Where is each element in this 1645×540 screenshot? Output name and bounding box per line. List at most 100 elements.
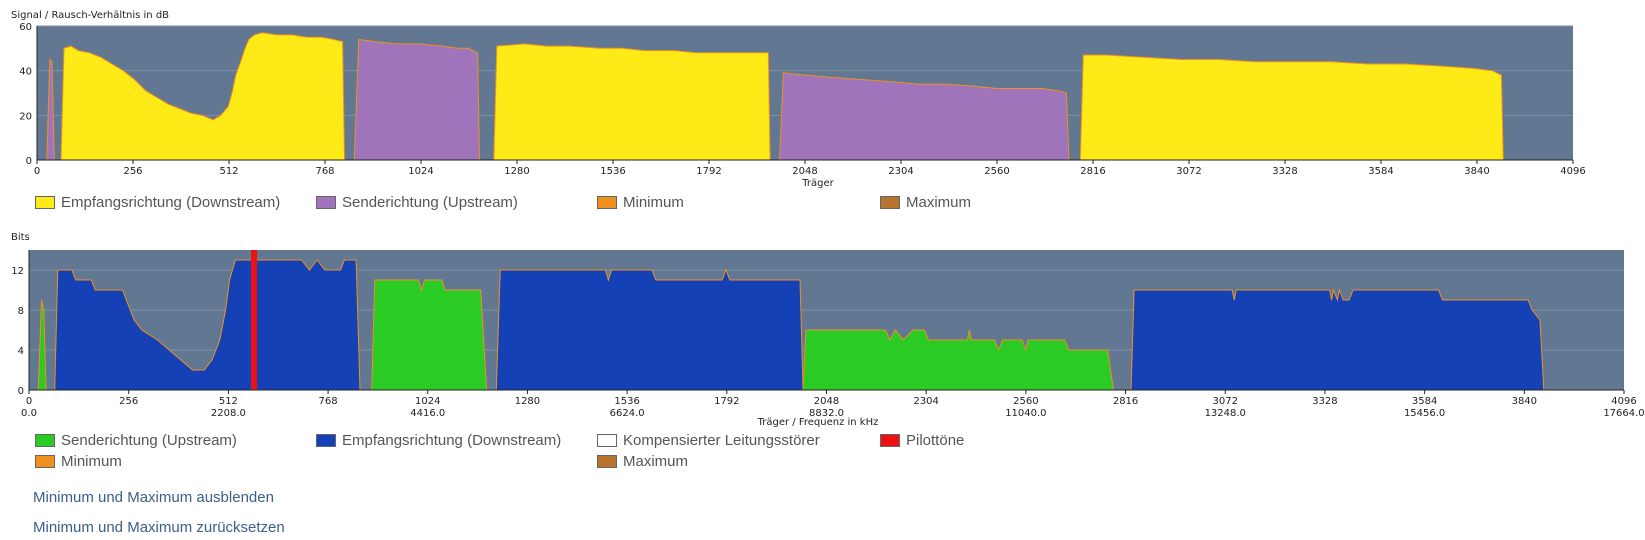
legend-swatch (597, 455, 617, 468)
snr-series-1-area-1 (353, 38, 481, 161)
legend-bits-maximum: Maximum (597, 453, 688, 470)
legend-label: Senderichtung (Upstream) (342, 194, 518, 211)
snr-chart: 0 20 40 60 0 256 512 768 1024 1280 1536 1792 2048 230… (19, 22, 1585, 177)
bits-x-tick-khz-label: 8832.0 (809, 408, 844, 419)
snr-x-tick-label: 768 (315, 166, 334, 177)
bits-x-tick-label: 512 (219, 396, 238, 407)
legend-label: Empfangsrichtung (Downstream) (61, 194, 281, 211)
snr-series-1-area-2 (778, 72, 1070, 161)
snr-x-tick-label: 1280 (504, 166, 529, 177)
legend-swatch (35, 434, 55, 447)
legend-swatch (597, 434, 617, 447)
legend-swatch (597, 196, 617, 209)
bits-y-tick-label: 0 (18, 386, 24, 397)
legend-snr-minimum: Minimum (597, 194, 684, 211)
legend-swatch (880, 434, 900, 447)
snr-x-tick-label: 0 (34, 166, 40, 177)
bits-x-tick-khz-label: 4416.0 (410, 408, 445, 419)
snr-x-axis-label: Träger (801, 178, 834, 189)
bits-x-tick-label: 768 (319, 396, 338, 407)
snr-chart-title: Signal / Rausch-Verhältnis in dB (11, 10, 169, 21)
legend-bits-downstream: Empfangsrichtung (Downstream) (316, 432, 561, 449)
bits-x-tick-label: 3328 (1312, 396, 1337, 407)
legend-swatch (880, 196, 900, 209)
snr-series-0-area-0 (60, 32, 346, 161)
legend-snr-upstream: Senderichtung (Upstream) (316, 194, 518, 211)
legend-label: Kompensierter Leitungsstörer (623, 432, 820, 449)
hide-minmax-link[interactable]: Minimum und Maximum ausblenden (33, 489, 274, 506)
legend-swatch (35, 196, 55, 209)
snr-x-tick-label: 1024 (408, 166, 433, 177)
snr-x-tick-label: 3840 (1464, 166, 1489, 177)
bits-x-tick-label: 2304 (913, 396, 938, 407)
bits-series-1-area-2 (1130, 288, 1545, 391)
snr-x-tick-label: 3584 (1368, 166, 1393, 177)
bits-series-1-area-0 (54, 259, 361, 391)
legend-label: Senderichtung (Upstream) (61, 432, 237, 449)
bits-x-tick-label: 0 (26, 396, 32, 407)
snr-x-tick-label: 2048 (792, 166, 817, 177)
bits-y-tick-label: 8 (18, 306, 24, 317)
snr-x-tick-label: 512 (219, 166, 238, 177)
bits-x-tick-khz-label: 6624.0 (610, 408, 645, 419)
bits-series-1-area-1 (495, 268, 804, 391)
snr-x-tick-label: 256 (123, 166, 142, 177)
snr-x-tick-label: 2304 (888, 166, 913, 177)
bits-x-tick-label: 4096 (1611, 396, 1636, 407)
bits-x-tick-khz-label: 17664.0 (1603, 408, 1644, 419)
bits-x-tick-khz-label: 15456.0 (1404, 408, 1445, 419)
legend-label: Minimum (623, 194, 684, 211)
legend-snr-maximum: Maximum (880, 194, 971, 211)
bits-x-tick-label: 3072 (1213, 396, 1238, 407)
legend-label: Maximum (906, 194, 972, 211)
bits-x-tick-label: 3840 (1512, 396, 1537, 407)
bits-series-0-area-1 (371, 279, 488, 391)
snr-x-tick-label: 3328 (1272, 166, 1297, 177)
legend-swatch (316, 196, 336, 209)
bits-x-tick-label: 1024 (415, 396, 440, 407)
bits-x-tick-label: 1792 (714, 396, 739, 407)
legend-swatch (35, 455, 55, 468)
bits-x-tick-label: 256 (119, 396, 138, 407)
legend-bits-minimum: Minimum (35, 453, 122, 470)
reset-minmax-link[interactable]: Minimum und Maximum zurücksetzen (33, 519, 285, 536)
snr-x-tick-label: 1792 (696, 166, 721, 177)
bits-y-tick-label: 12 (11, 266, 24, 277)
legend-swatch (316, 434, 336, 447)
snr-y-tick-label: 0 (26, 156, 32, 167)
snr-x-tick-label: 2816 (1080, 166, 1105, 177)
legend-label: Pilottöne (906, 432, 965, 449)
bits-x-tick-label: 2816 (1113, 396, 1138, 407)
snr-series-0-area-2 (1079, 54, 1504, 161)
legend-bits-pilot: Pilottöne (880, 432, 964, 449)
bits-chart-title: Bits (11, 232, 30, 243)
snr-y-tick-label: 20 (19, 111, 32, 122)
snr-series-0-area-1 (493, 43, 771, 161)
bits-x-tick-label: 2048 (814, 396, 839, 407)
legend-label: Empfangsrichtung (Downstream) (342, 432, 562, 449)
bits-x-tick-label: 1536 (614, 396, 639, 407)
legend-label: Minimum (61, 453, 122, 470)
legend-bits-compensated: Kompensierter Leitungsstörer (597, 432, 820, 449)
bits-x-tick-khz-label: 11040.0 (1005, 408, 1046, 419)
bits-x-axis-label: Träger / Frequenz in kHz (757, 417, 879, 428)
snr-x-tick-label: 2560 (984, 166, 1009, 177)
bits-series-0-area-2 (802, 329, 1115, 391)
legend-bits-upstream: Senderichtung (Upstream) (35, 432, 237, 449)
legend-snr-downstream: Empfangsrichtung (Downstream) (35, 194, 280, 211)
bits-pilot-tone-0 (251, 250, 258, 390)
bits-x-tick-khz-label: 13248.0 (1205, 408, 1246, 419)
bits-y-tick-label: 4 (18, 346, 24, 357)
bits-x-tick-khz-label: 2208.0 (211, 408, 246, 419)
bits-x-tick-khz-label: 0.0 (21, 408, 37, 419)
snr-y-tick-label: 40 (19, 67, 32, 78)
bits-x-tick-label: 2560 (1013, 396, 1038, 407)
snr-y-tick-label: 60 (19, 22, 32, 33)
bits-x-tick-label: 3584 (1412, 396, 1437, 407)
snr-x-tick-label: 4096 (1560, 166, 1585, 177)
snr-x-tick-label: 3072 (1176, 166, 1201, 177)
snr-x-tick-label: 1536 (600, 166, 625, 177)
bits-x-tick-label: 1280 (515, 396, 540, 407)
legend-label: Maximum (623, 453, 689, 470)
